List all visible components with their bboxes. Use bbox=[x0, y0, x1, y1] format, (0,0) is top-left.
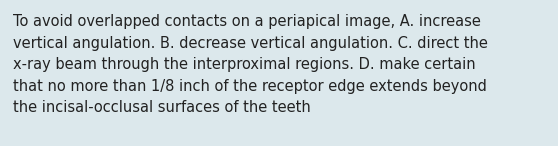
Text: To avoid overlapped contacts on a periapical image, A. increase
vertical angulat: To avoid overlapped contacts on a periap… bbox=[13, 14, 488, 115]
